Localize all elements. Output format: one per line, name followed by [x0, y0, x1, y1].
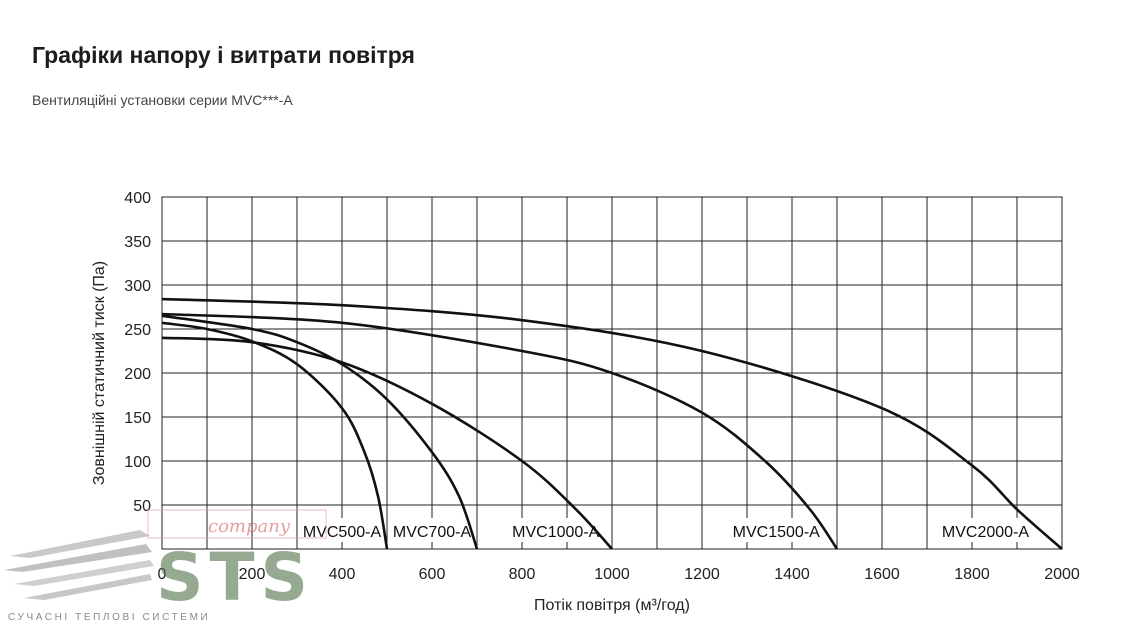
x-tick-label: 1600 [864, 566, 900, 583]
x-tick-label: 200 [239, 566, 266, 583]
watermark-caption: СУЧАСНІ ТЕПЛОВІ СИСТЕМИ [8, 612, 211, 623]
watermark-script-text: company [208, 516, 291, 537]
x-tick-label: 0 [158, 566, 167, 583]
x-tick-label: 2000 [1044, 566, 1080, 583]
x-tick-label: 400 [329, 566, 356, 583]
watermark-frame [147, 509, 327, 539]
y-tick-label: 300 [124, 278, 151, 295]
curve-label-background [392, 518, 472, 542]
curves [161, 297, 1063, 550]
x-tick-label: 800 [509, 566, 536, 583]
page-title: Графіки напору і витрати повітря [32, 42, 415, 68]
y-tick-label: 100 [124, 454, 151, 471]
y-tick-label: 400 [124, 190, 151, 207]
curve-label: MVC1000-A [512, 524, 599, 541]
curve-label-background [511, 518, 601, 542]
x-tick-labels: 0 200 400 600 800 1000 1200 1400 1600 1800 2000 [158, 566, 1080, 583]
y-axis-label: Зовнішній статичний тиск (Па) [91, 261, 108, 485]
curve-labels: MVC500-A MVC700-A MVC1000-A MVC1500-A MVC200… [302, 518, 1030, 542]
x-tick-label: 1400 [774, 566, 810, 583]
y-tick-label: 200 [124, 366, 151, 383]
x-tick-label: 1800 [954, 566, 990, 583]
page-subtitle: Вентиляційні установки серии MVC***-A [32, 92, 293, 108]
x-tick-label: 600 [419, 566, 446, 583]
y-tick-labels: 50 100 150 200 250 300 350 400 [124, 190, 151, 515]
y-tick-label: 50 [133, 498, 151, 515]
series-curve-mvc1000-a [161, 336, 613, 550]
curve-label: MVC1500-A [733, 524, 820, 541]
x-tick-label: 1200 [684, 566, 720, 583]
curve-label-background [941, 518, 1030, 542]
watermark-chevron-icon [4, 530, 154, 600]
y-tick-label: 250 [124, 322, 151, 339]
grid [162, 197, 1062, 549]
series-curve-mvc700-a [161, 314, 479, 550]
watermark-logo-text: STS [156, 539, 314, 616]
series-curve-mvc500-a [161, 321, 389, 550]
series-curve-mvc2000-a [161, 297, 1063, 550]
sts-watermark: company STS [4, 509, 327, 616]
y-tick-label: 350 [124, 234, 151, 251]
x-axis-label: Потік повітря (м³/год) [534, 597, 690, 614]
x-tick-label: 1000 [594, 566, 630, 583]
curve-label: MVC500-A [303, 524, 382, 541]
curve-label-background [731, 518, 821, 542]
y-tick-label: 150 [124, 410, 151, 427]
curve-label: MVC2000-A [942, 524, 1029, 541]
series-curve-mvc1500-a [161, 312, 839, 550]
curve-label: MVC700-A [393, 524, 472, 541]
